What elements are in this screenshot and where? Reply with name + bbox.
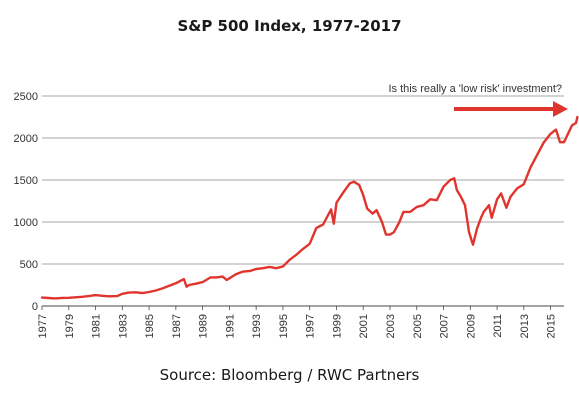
x-tick-label: 1983 [117, 314, 129, 338]
x-tick-label: 1985 [144, 314, 156, 338]
y-tick-label: 0 [32, 301, 38, 313]
x-tick-label: 1987 [171, 314, 183, 338]
x-tick-label: 1995 [278, 314, 290, 338]
chart-title: S&P 500 Index, 1977-2017 [177, 17, 402, 35]
y-tick-label: 1000 [14, 217, 38, 229]
x-tick-label: 2009 [465, 314, 477, 338]
x-tick-label: 2007 [439, 314, 451, 338]
y-tick-label: 1500 [14, 175, 38, 187]
x-tick-label: 1999 [331, 314, 343, 338]
x-tick-label: 1993 [251, 314, 263, 338]
y-tick-label: 500 [20, 259, 38, 271]
y-axis-ticks: 0 500 1000 1500 2000 2500 [14, 91, 38, 313]
annotation-text: Is this really a 'low risk' investment? [388, 83, 562, 95]
x-axis-ticks: 1977 1979 1981 1983 1985 1987 1989 1991 1993 1995… [37, 306, 558, 338]
x-tick-label: 2001 [358, 314, 370, 338]
x-tick-label: 2005 [412, 314, 424, 338]
gridlines [42, 95, 564, 307]
x-tick-label: 2015 [546, 314, 558, 338]
x-tick-label: 1981 [91, 314, 103, 338]
x-tick-label: 2003 [385, 314, 397, 338]
annotation-arrow-head [553, 101, 568, 117]
x-tick-label: 1979 [64, 314, 76, 338]
y-tick-label: 2000 [14, 133, 38, 145]
series-line [40, 115, 579, 300]
annotation-arrow [454, 101, 568, 117]
x-tick-label: 2013 [519, 314, 531, 338]
y-tick-label: 2500 [14, 91, 38, 103]
x-tick-label: 2011 [492, 314, 504, 338]
x-tick-label: 1991 [224, 314, 236, 338]
x-tick-label: 1977 [37, 314, 49, 338]
x-tick-label: 1989 [198, 314, 210, 338]
chart-source: Source: Bloomberg / RWC Partners [159, 366, 420, 384]
x-tick-label: 1997 [305, 314, 317, 338]
